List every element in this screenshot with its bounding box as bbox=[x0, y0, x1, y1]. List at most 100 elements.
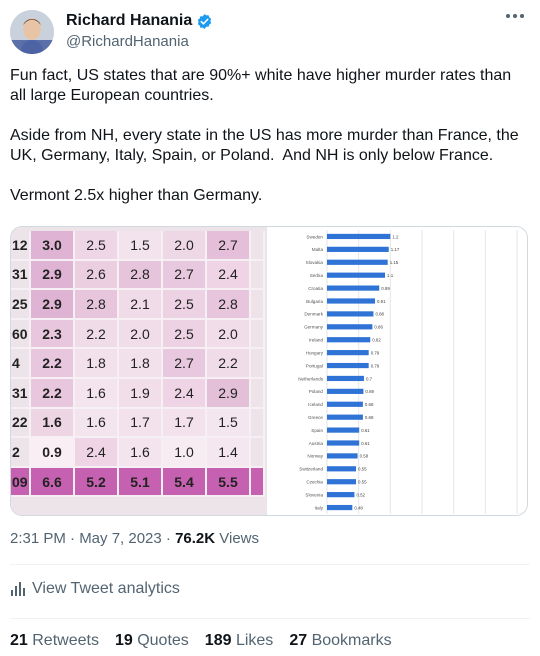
heatmap-cell: 1.6 bbox=[75, 408, 119, 439]
tweet-stats: 21 Retweets 19 Quotes 189 Likes 27 Bookm… bbox=[10, 632, 392, 650]
heatmap-cell: 2.2 bbox=[207, 349, 251, 379]
heatmap-edge-cell bbox=[251, 438, 265, 468]
heatmap-cell: 5.5 bbox=[207, 467, 251, 498]
heatmap-edge-cell: 31 bbox=[11, 378, 31, 409]
quotes-label: Quotes bbox=[137, 632, 189, 649]
views-label: Views bbox=[215, 530, 260, 547]
heatmap-cell: 2.2 bbox=[75, 319, 119, 350]
tweet-header: Richard Hanania @RichardHanania bbox=[10, 8, 530, 56]
bar bbox=[327, 388, 364, 394]
bar bbox=[327, 324, 373, 330]
bar-chart-image: Sweden 1.2 Malta 1.17 Slovakia 1.15 Serbia 1.1 C… bbox=[267, 227, 527, 515]
value-label: 0.91 bbox=[377, 299, 386, 304]
bar bbox=[327, 414, 363, 420]
category-label: Slovakia bbox=[306, 260, 324, 265]
heatmap-row: 25 2.9 2.8 2.1 2.5 2.8 bbox=[11, 290, 265, 320]
heatmap-cell: 2.4 bbox=[207, 260, 251, 291]
heatmap-row: 31 2.9 2.6 2.8 2.7 2.4 bbox=[11, 260, 265, 291]
bar bbox=[327, 492, 355, 498]
heatmap-cell: 6.6 bbox=[31, 467, 75, 498]
heatmap-cell: 1.8 bbox=[119, 349, 163, 379]
heatmap-cell: 2.2 bbox=[31, 349, 75, 379]
category-label: Netherlands bbox=[298, 376, 323, 381]
heatmap-cell: 2.9 bbox=[31, 260, 75, 291]
tweet-text: Fun fact, US states that are 90%+ white … bbox=[10, 67, 519, 204]
heatmap-row: 4 2.2 1.8 1.8 2.7 2.2 bbox=[11, 349, 265, 379]
handle[interactable]: @RichardHanania bbox=[66, 33, 189, 50]
bookmarks-label: Bookmarks bbox=[311, 632, 392, 649]
value-label: 0.48 bbox=[354, 505, 363, 510]
more-options-icon[interactable] bbox=[506, 14, 524, 18]
value-label: 0.99 bbox=[381, 286, 390, 291]
heatmap-cell: 2.7 bbox=[207, 231, 251, 261]
bar-chart: Sweden 1.2 Malta 1.17 Slovakia 1.15 Serbia 1.1 C… bbox=[298, 230, 518, 514]
category-label: Switzerland bbox=[299, 467, 323, 472]
category-label: Austria bbox=[309, 441, 324, 446]
heatmap-cell: 2.3 bbox=[31, 319, 75, 350]
heatmap-edge-cell: 4 bbox=[11, 349, 31, 379]
value-label: 1.2 bbox=[392, 234, 399, 239]
bar bbox=[327, 504, 353, 511]
heatmap-cell: 2.7 bbox=[163, 260, 207, 291]
value-label: 0.61 bbox=[361, 441, 370, 446]
heatmap-cell: 2.0 bbox=[119, 319, 163, 350]
category-label: Norway bbox=[307, 454, 323, 459]
value-label: 0.79 bbox=[371, 363, 380, 368]
avatar[interactable] bbox=[10, 10, 54, 54]
heatmap-cell: 1.7 bbox=[119, 408, 163, 439]
bar bbox=[327, 337, 371, 343]
category-label: Italy bbox=[315, 505, 324, 510]
heatmap-cell: 2.5 bbox=[75, 231, 119, 261]
heatmap-cell: 2.0 bbox=[163, 231, 207, 261]
heatmap-cell: 5.4 bbox=[163, 467, 207, 498]
heatmap-cell: 2.8 bbox=[119, 260, 163, 291]
views-count: 76.2K bbox=[175, 530, 216, 547]
heatmap-edge-cell: 09 bbox=[11, 467, 31, 498]
heatmap-cell: 2.0 bbox=[207, 319, 251, 350]
likes-stat[interactable]: 189 Likes bbox=[205, 632, 274, 650]
heatmap-cell: 1.7 bbox=[163, 408, 207, 439]
category-label: Hungary bbox=[306, 350, 324, 355]
heatmap-cell: 1.5 bbox=[119, 231, 163, 261]
heatmap-cell: 3.0 bbox=[31, 231, 75, 261]
heatmap-edge-cell: 25 bbox=[11, 290, 31, 320]
heatmap-cell: 1.6 bbox=[119, 438, 163, 468]
value-label: 0.88 bbox=[375, 312, 384, 317]
category-label: Bulgaria bbox=[306, 299, 323, 304]
retweets-stat[interactable]: 21 Retweets bbox=[10, 632, 99, 650]
heatmap-cell: 2.9 bbox=[31, 290, 75, 320]
timestamp[interactable]: 2:31 PM · May 7, 2023 · bbox=[10, 530, 176, 547]
heatmap-cell: 5.1 bbox=[119, 467, 163, 498]
tweet-meta: 2:31 PM · May 7, 2023 · 76.2K Views bbox=[10, 530, 259, 547]
bar bbox=[327, 233, 391, 240]
likes-count: 189 bbox=[204, 632, 232, 649]
heatmap-edge-cell bbox=[251, 290, 265, 320]
bar bbox=[327, 350, 369, 356]
view-analytics-link[interactable]: View Tweet analytics bbox=[10, 580, 180, 598]
heatmap-cell: 2.4 bbox=[163, 378, 207, 409]
value-label: 0.68 bbox=[365, 415, 374, 420]
heatmap-row: 09 6.6 5.2 5.1 5.4 5.5 bbox=[11, 467, 265, 498]
heatmap-edge-cell: 2 bbox=[11, 438, 31, 468]
category-label: Czechia bbox=[306, 480, 323, 485]
bar bbox=[327, 466, 357, 472]
bar bbox=[327, 401, 363, 407]
category-label: Slovenia bbox=[305, 492, 323, 497]
tweet-media[interactable]: 12 3.0 2.5 1.5 2.0 2.7 31 2.9 2.6 2.8 2.7 2.4 25 2.9 2… bbox=[10, 226, 528, 516]
bar bbox=[327, 259, 388, 265]
value-label: 1.15 bbox=[390, 260, 399, 265]
bookmarks-count: 27 bbox=[289, 632, 308, 649]
heatmap-cell: 2.5 bbox=[163, 319, 207, 350]
category-label: Denmark bbox=[304, 312, 323, 317]
category-label: Serbia bbox=[310, 273, 324, 278]
heatmap-row: 2 0.9 2.4 1.6 1.0 1.4 bbox=[11, 438, 265, 468]
heatmap-edge-cell bbox=[251, 260, 265, 291]
display-name[interactable]: Richard Hanania bbox=[66, 12, 193, 29]
heatmap-cell: 1.6 bbox=[31, 408, 75, 439]
value-label: 0.82 bbox=[372, 338, 381, 343]
quotes-stat[interactable]: 19 Quotes bbox=[115, 632, 189, 650]
heatmap-cell: 1.9 bbox=[119, 378, 163, 409]
bookmarks-stat[interactable]: 27 Bookmarks bbox=[289, 632, 391, 650]
bar bbox=[327, 440, 360, 446]
bar bbox=[327, 285, 380, 291]
